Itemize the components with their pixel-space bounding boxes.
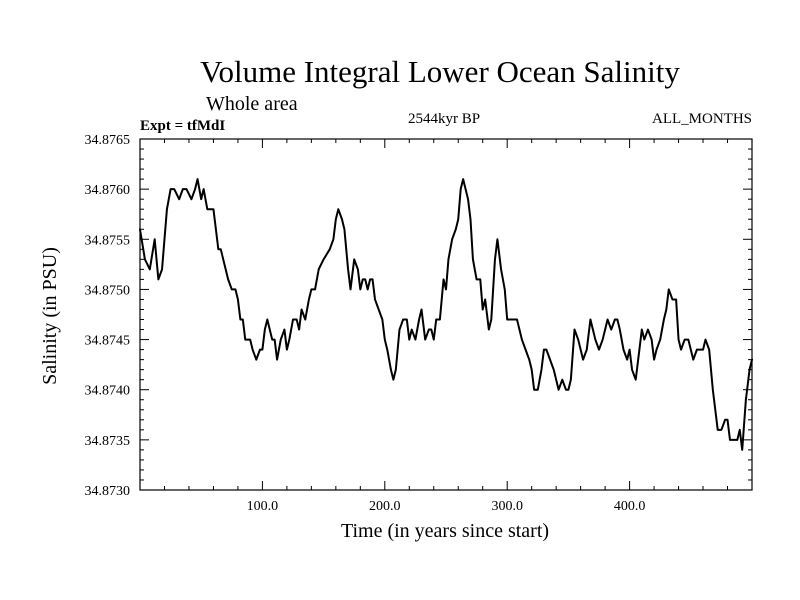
x-tick-label: 100.0 bbox=[247, 499, 279, 514]
y-tick-label: 34.8730 bbox=[85, 484, 131, 499]
months-label: ALL_MONTHS bbox=[652, 111, 752, 127]
plot-frame bbox=[139, 138, 753, 491]
y-tick-label: 34.8750 bbox=[85, 283, 131, 298]
x-tick-label: 300.0 bbox=[491, 499, 523, 514]
series-line-salinity bbox=[139, 178, 753, 451]
chart-title: Volume Integral Lower Ocean Salinity bbox=[200, 54, 680, 89]
y-tick-label: 34.8755 bbox=[85, 233, 131, 248]
x-axis-label: Time (in years since start) bbox=[341, 520, 549, 542]
y-tick-label: 34.8745 bbox=[85, 334, 131, 349]
period-label: 2544kyr BP bbox=[408, 111, 480, 127]
y-tick-label: 34.8765 bbox=[85, 133, 131, 148]
x-tick-label: 400.0 bbox=[614, 499, 646, 514]
chart-subtitle: Whole area bbox=[206, 93, 298, 115]
y-axis-label: Salinity (in PSU) bbox=[39, 247, 61, 385]
y-tick-label: 34.8760 bbox=[85, 183, 131, 198]
y-tick-label: 34.8735 bbox=[85, 434, 131, 449]
y-axis: 34.8730 34.8735 34.8740 34.8745 34.8750 34.87… bbox=[85, 133, 752, 499]
x-axis: 100.0 200.0 300.0 400.0 bbox=[163, 139, 729, 514]
y-tick-label: 34.8740 bbox=[85, 384, 131, 399]
plot-area: 34.8730 34.8735 34.8740 34.8745 34.8750 34.87… bbox=[85, 133, 753, 514]
x-tick-label: 200.0 bbox=[369, 499, 401, 514]
experiment-label: Expt = tfMdI bbox=[140, 118, 225, 134]
